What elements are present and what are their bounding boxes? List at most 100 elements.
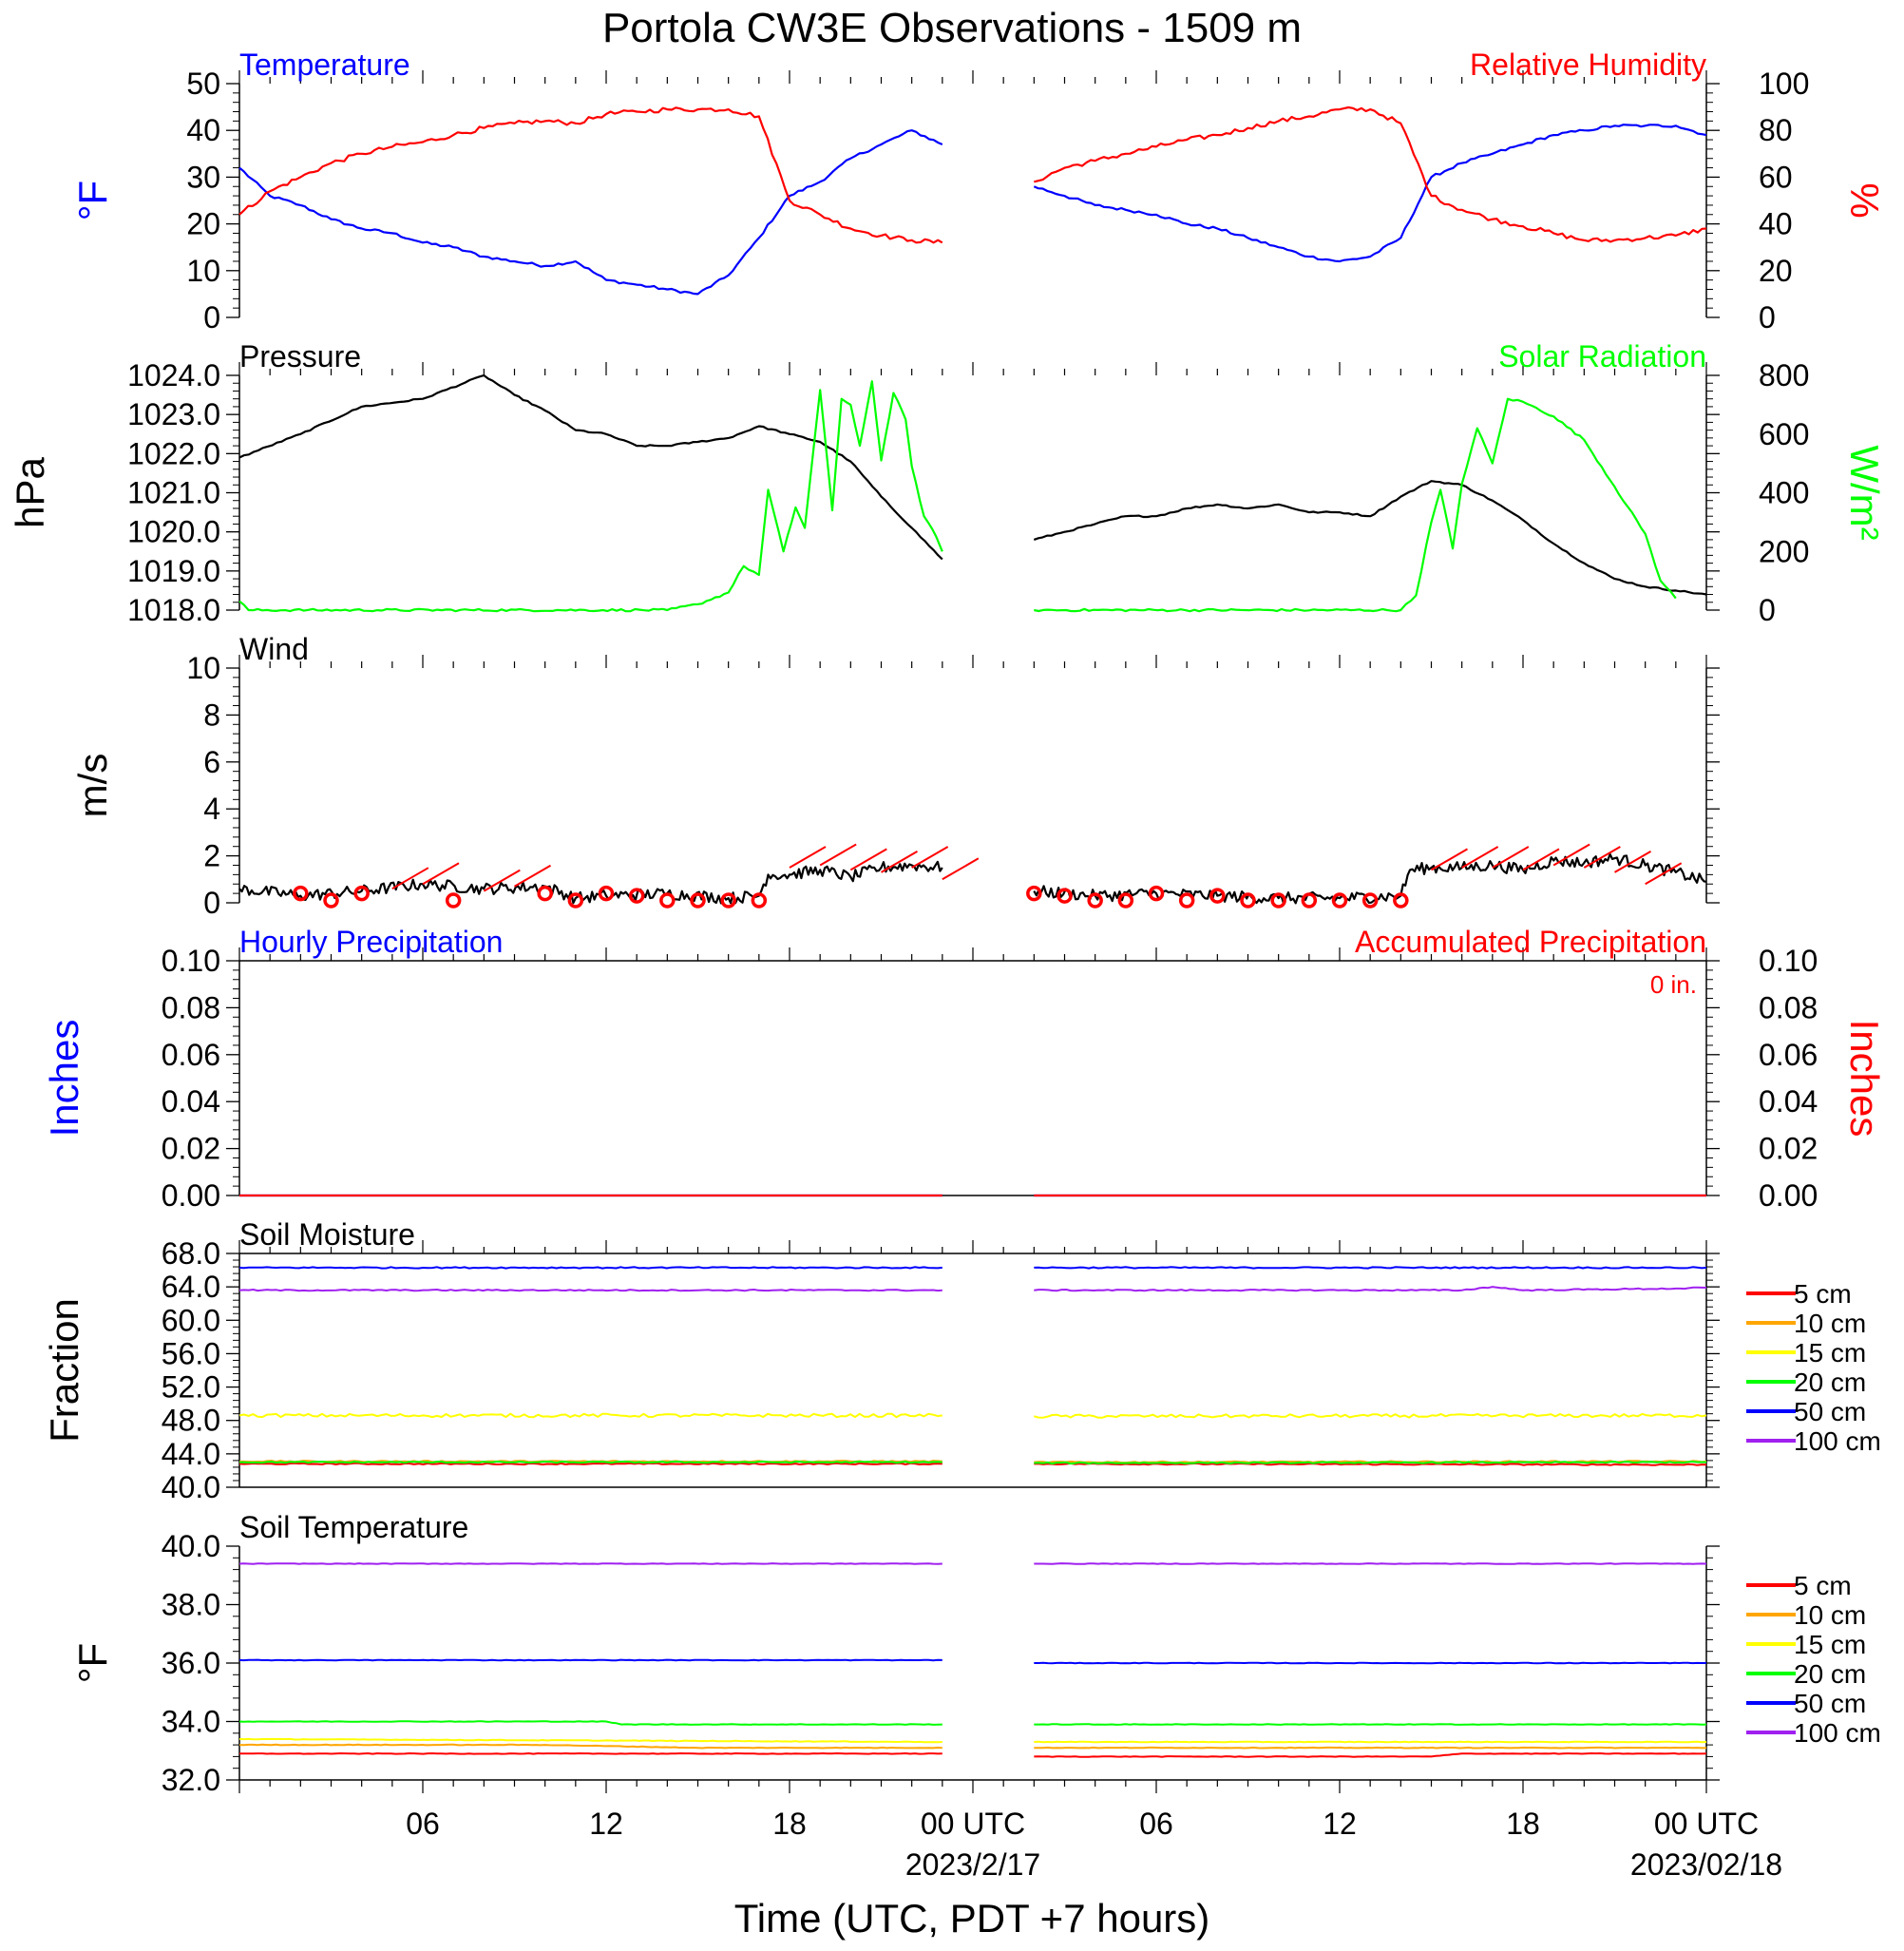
y-tick-label-right: 0	[1759, 300, 1776, 335]
panel-title-left: Soil Temperature	[239, 1510, 468, 1544]
x-tick-label: 18	[772, 1807, 807, 1841]
calm-wind-marker	[1087, 892, 1103, 909]
y-tick-label-left: 1020.0	[127, 515, 220, 549]
y-tick-label-left: 0.00	[162, 1178, 220, 1213]
y-tick-label-right: 0.08	[1759, 990, 1818, 1024]
y-tick-label-right: 0.06	[1759, 1038, 1818, 1072]
series-15-cm	[238, 1737, 1707, 1744]
y-tick-label-left: 30	[186, 160, 220, 194]
wind-barb	[1492, 846, 1530, 869]
y-tick-label-left: 1018.0	[127, 593, 220, 627]
x-tick-label: 06	[406, 1807, 440, 1841]
legend-label: 15 cm	[1794, 1338, 1866, 1368]
y-unit-label-left: °F	[70, 1643, 115, 1683]
calm-wind-marker	[659, 892, 676, 909]
calm-wind-marker	[1209, 888, 1226, 904]
calm-wind-marker	[1361, 892, 1379, 909]
series-15-cm	[238, 1412, 1707, 1419]
y-tick-label-right: 0.02	[1759, 1132, 1818, 1166]
wind-barb	[513, 864, 552, 888]
x-axis-label: Time (UTC, PDT +7 hours)	[734, 1896, 1210, 1941]
y-tick-label-right: 600	[1759, 417, 1809, 451]
calm-wind-marker	[323, 892, 339, 909]
y-tick-label-left: 0.06	[162, 1038, 220, 1072]
wind-barb	[819, 843, 857, 867]
calm-wind-marker	[628, 888, 645, 904]
y-tick-label-right: 0.10	[1759, 944, 1818, 978]
series-100-cm	[238, 1562, 1707, 1565]
y-tick-label-left: 52.0	[162, 1370, 220, 1405]
y-tick-label-left: 10	[186, 651, 220, 685]
calm-wind-marker	[537, 885, 553, 902]
calm-wind-marker	[690, 892, 706, 909]
y-tick-label-left: 34.0	[162, 1705, 220, 1739]
y-tick-label-left: 6	[203, 745, 220, 779]
y-tick-label-right: 400	[1759, 476, 1809, 510]
y-tick-label-right: 80	[1759, 113, 1793, 147]
y-tick-label-left: 0.04	[162, 1084, 220, 1119]
panel-title-right: Relative Humidity	[1470, 48, 1706, 82]
wind-barb	[1522, 848, 1560, 871]
wind-barb	[911, 846, 949, 869]
y-unit-label-left: m/s	[70, 754, 115, 818]
y-tick-label-left: 36.0	[162, 1646, 220, 1680]
wind-barb	[483, 869, 521, 892]
series-solar-radiation	[238, 380, 1677, 613]
legend-label: 5 cm	[1794, 1571, 1852, 1600]
panel-soilm: 40.044.048.052.056.060.064.068.0 Soil Moi…	[42, 1217, 1881, 1504]
wind-barb	[880, 851, 919, 873]
x-tick-label: 18	[1506, 1807, 1540, 1841]
panel-title-left: Wind	[239, 632, 309, 666]
y-tick-label-left: 1024.0	[127, 358, 220, 392]
wind-barb	[849, 848, 887, 871]
calm-wind-marker	[1240, 892, 1256, 909]
series-relative-humidity	[238, 105, 1707, 244]
panel-title-left: Temperature	[239, 48, 410, 82]
series-20-cm	[238, 1461, 1707, 1465]
calm-wind-marker	[1057, 888, 1073, 904]
calm-wind-marker	[445, 892, 462, 909]
y-tick-label-left: 4	[203, 792, 220, 826]
wind-barb	[1645, 862, 1683, 886]
y-tick-label-left: 1023.0	[127, 397, 220, 431]
x-tick-label: 12	[589, 1807, 623, 1841]
calm-wind-marker	[1148, 885, 1165, 902]
y-tick-label-left: 8	[203, 698, 220, 732]
series-100-cm	[238, 1286, 1707, 1292]
y-tick-label-left: 32.0	[162, 1763, 220, 1797]
y-tick-label-left: 10	[186, 254, 220, 288]
y-tick-label-left: 38.0	[162, 1588, 220, 1622]
wind-barb	[1613, 851, 1652, 873]
y-tick-label-right: 0.04	[1759, 1084, 1818, 1119]
panel-pres: 1018.0 1019.0 1020.0 1021.0 1022.0 1023.0 1024…	[8, 339, 1887, 627]
series-50-cm	[238, 1266, 1707, 1270]
y-tick-label-left: 50	[186, 67, 220, 101]
y-tick-label-left: 1022.0	[127, 436, 220, 470]
x-date-label: 2023/02/18	[1630, 1847, 1782, 1882]
y-tick-label-right: 0	[1759, 593, 1776, 627]
calm-wind-marker	[1026, 885, 1042, 902]
panel-title-left: Hourly Precipitation	[239, 925, 503, 959]
panel-title-left: Soil Moisture	[239, 1217, 415, 1252]
series-5-cm	[238, 1462, 1707, 1466]
calm-wind-marker	[598, 885, 615, 902]
y-tick-label-left: 44.0	[162, 1437, 220, 1471]
panel-title-left: Pressure	[239, 339, 361, 373]
y-unit-label-left: hPa	[8, 456, 52, 527]
y-tick-label-left: 0.02	[162, 1132, 220, 1166]
y-unit-label-right: %	[1842, 182, 1887, 218]
y-tick-label-left: 40.0	[162, 1529, 220, 1563]
y-tick-label-left: 1021.0	[127, 476, 220, 510]
y-unit-label-right: W/m²	[1842, 445, 1887, 540]
y-unit-label-left: Inches	[42, 1020, 86, 1138]
y-tick-label-right: 60	[1759, 160, 1793, 194]
legend-label: 50 cm	[1794, 1397, 1866, 1426]
y-tick-label-left: 2	[203, 839, 220, 873]
calm-wind-marker	[751, 892, 768, 909]
y-tick-label-left: 40.0	[162, 1470, 220, 1504]
y-tick-label-left: 0	[203, 300, 220, 335]
y-tick-label-right: 40	[1759, 207, 1793, 241]
wind-barb	[1583, 846, 1621, 869]
